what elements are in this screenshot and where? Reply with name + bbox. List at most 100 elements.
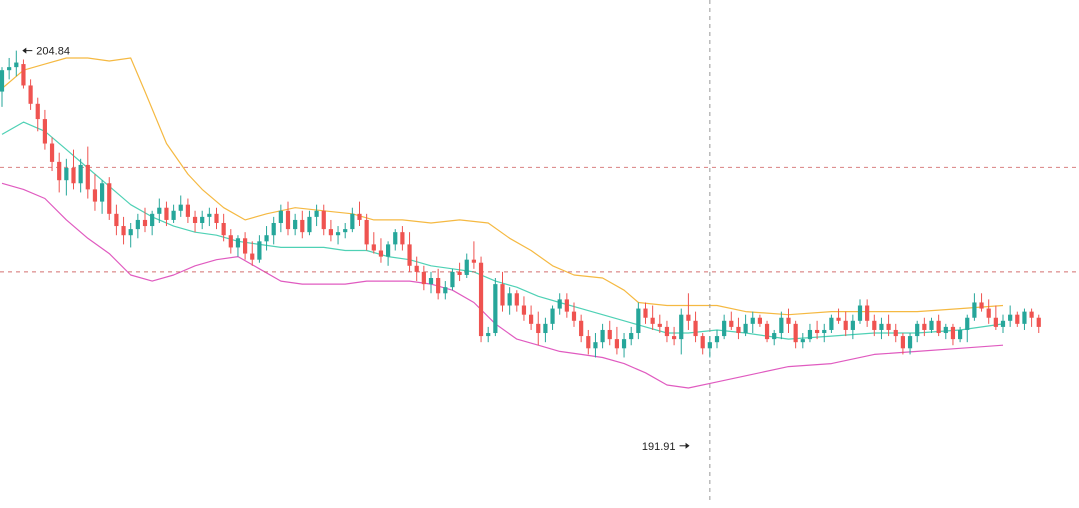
candle-body	[965, 317, 970, 330]
candle-body	[807, 329, 813, 340]
candle-body	[421, 271, 426, 285]
candle-body	[764, 323, 770, 340]
candle-body	[529, 314, 534, 324]
low-arrow-head	[685, 442, 690, 449]
candle-body	[614, 339, 619, 349]
candle-body	[943, 326, 948, 334]
candle-body	[829, 317, 834, 330]
candle-body	[779, 317, 784, 334]
candle-body	[793, 323, 798, 343]
candle-body	[142, 219, 148, 227]
candle-body	[579, 320, 584, 337]
candle-body	[1036, 317, 1041, 327]
candle-body	[350, 213, 355, 230]
candle-body	[664, 326, 670, 337]
candle-body	[185, 204, 190, 217]
candle-body	[307, 216, 312, 233]
candle-body	[486, 333, 491, 337]
candle-body	[629, 333, 634, 340]
candle-body	[407, 244, 412, 266]
candle-body	[28, 85, 33, 104]
candle-body	[907, 336, 913, 349]
candle-body	[800, 339, 805, 343]
candle-body	[414, 265, 419, 272]
candle-body	[700, 336, 705, 349]
candle-body	[150, 213, 155, 227]
candle-body	[278, 210, 283, 223]
candle-body	[343, 229, 348, 233]
candle-body	[171, 210, 176, 220]
candle-body	[1000, 320, 1006, 327]
candle-body	[679, 314, 684, 340]
candle-body	[285, 210, 291, 230]
candle-body	[250, 253, 255, 260]
high-price-label: 204.84	[36, 46, 70, 58]
candle-body	[221, 222, 226, 236]
candle-body	[1029, 311, 1034, 318]
candle-body	[178, 204, 183, 211]
candles	[0, 50, 1041, 358]
candle-body	[593, 342, 598, 349]
candle-body	[929, 320, 934, 330]
candle-body	[21, 64, 26, 86]
candle-body	[493, 284, 498, 334]
candle-body	[872, 320, 877, 330]
candle-body	[707, 342, 712, 349]
candle-body	[557, 299, 562, 309]
candle-body	[135, 219, 140, 230]
candle-body	[257, 241, 262, 260]
candle-body	[121, 226, 126, 236]
candle-body	[0, 70, 5, 92]
candle-body	[49, 143, 55, 162]
candle-body	[936, 320, 941, 334]
candle-body	[92, 189, 98, 202]
candle-body	[1015, 314, 1020, 324]
candle-body	[393, 232, 398, 245]
candle-body	[78, 164, 83, 184]
candle-body	[729, 320, 734, 327]
candle-body	[893, 329, 898, 337]
candle-body	[736, 326, 741, 334]
candle-body	[200, 216, 205, 223]
candle-body	[271, 222, 276, 236]
candle-body	[857, 305, 863, 321]
candle-body	[14, 62, 19, 68]
candle-body	[722, 320, 727, 337]
candle-body	[607, 329, 612, 340]
candle-body	[521, 305, 527, 315]
candle-body	[786, 317, 791, 324]
candle-body	[235, 238, 241, 248]
candle-body	[478, 262, 484, 337]
candle-body	[571, 311, 577, 321]
candle-body	[428, 278, 434, 285]
candle-body	[207, 213, 212, 217]
candle-body	[357, 213, 362, 220]
candle-body	[100, 183, 105, 202]
candle-body	[328, 229, 333, 236]
candle-body	[114, 213, 119, 227]
candle-body	[192, 216, 198, 223]
candle-body	[500, 284, 505, 306]
low-price-label: 191.91	[642, 441, 676, 453]
candle-body	[650, 317, 655, 324]
candle-body	[443, 287, 448, 294]
candle-body	[386, 244, 391, 257]
candle-body	[979, 302, 984, 309]
candle-body	[543, 323, 548, 334]
candle-body	[950, 326, 956, 340]
candle-body	[922, 323, 927, 330]
candle-body	[536, 323, 541, 334]
candle-body	[900, 336, 905, 349]
candle-body	[1008, 314, 1013, 321]
candle-body	[772, 333, 777, 340]
candle-body	[400, 232, 405, 245]
candle-body	[636, 308, 641, 334]
candle-body	[750, 317, 755, 324]
candle-body	[621, 339, 627, 349]
candle-body	[993, 317, 998, 327]
candle-body	[1022, 311, 1027, 324]
candle-body	[164, 207, 169, 220]
